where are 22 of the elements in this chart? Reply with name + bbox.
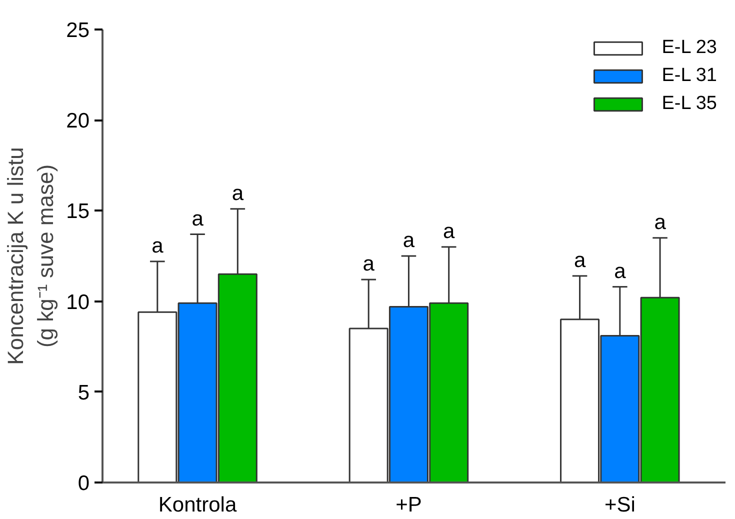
x-tick-label: +P	[396, 494, 422, 516]
y-tick-label: 20	[66, 110, 90, 133]
annotation: a	[232, 182, 244, 205]
annotation: a	[654, 210, 666, 234]
y-tick-label: 0	[78, 472, 90, 495]
y-tick-label: 25	[66, 19, 90, 42]
annotation: a	[192, 207, 204, 230]
y-tick-label: 5	[78, 381, 90, 404]
annotation: a	[574, 248, 586, 272]
x-tick-label: +Si	[604, 494, 636, 516]
legend-label: E-L 35	[662, 93, 717, 115]
legend-label: E-L 31	[662, 65, 717, 87]
annotation: a	[362, 252, 375, 276]
legend-label: E-L 23	[662, 37, 717, 59]
annotation: a	[614, 260, 626, 283]
annotation: a	[402, 229, 415, 252]
y-tick-label: 10	[66, 290, 90, 314]
x-tick-label: Kontrola	[158, 494, 237, 516]
annotation: a	[443, 220, 456, 243]
y-axis-title: Koncentracija K u listu (g kg⁻¹ suve mase)	[3, 147, 58, 365]
annotation: a	[152, 234, 164, 258]
y-tick-label: 15	[66, 200, 90, 224]
